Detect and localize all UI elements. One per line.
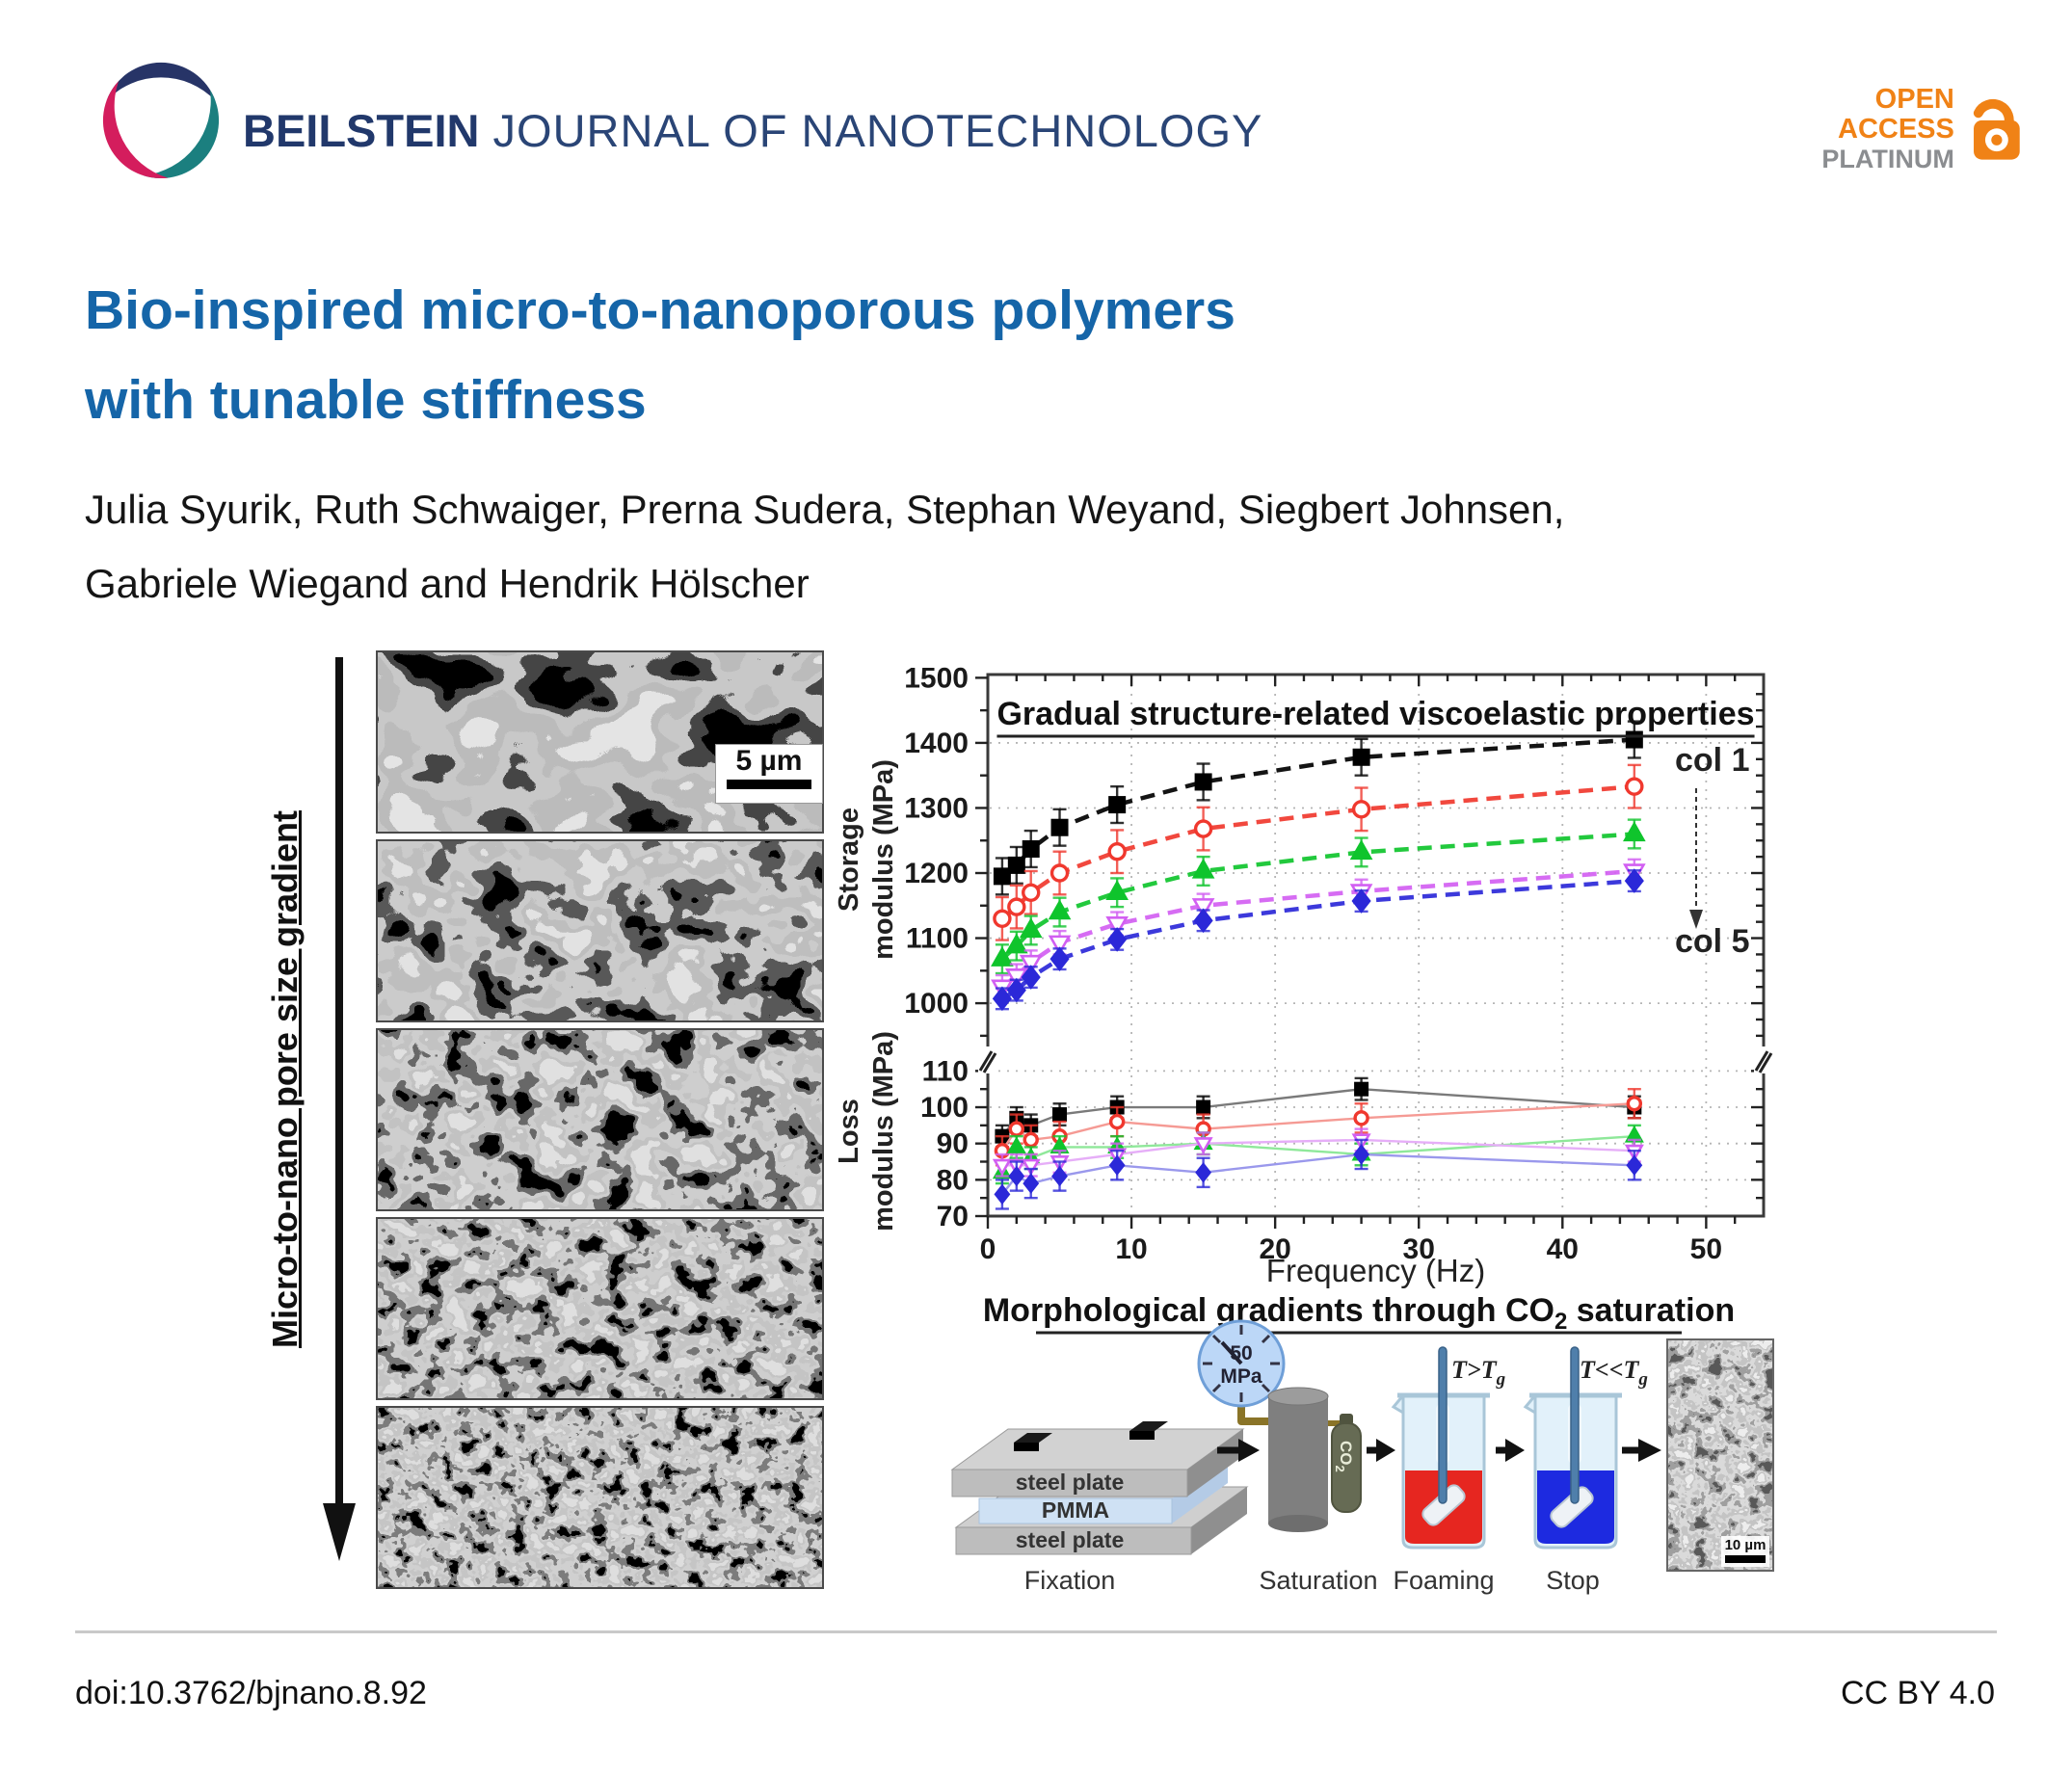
authors-line2: Gabriele Wiegand and Hendrik Hölscher xyxy=(85,561,810,606)
svg-text:70: 70 xyxy=(937,1201,969,1232)
badge-access-label: ACCESS xyxy=(1838,114,1954,145)
thermometer-icon xyxy=(1570,1346,1580,1504)
svg-text:30: 30 xyxy=(1403,1233,1435,1265)
svg-text:100: 100 xyxy=(920,1092,969,1124)
badge-platinum-label: PLATINUM xyxy=(1821,145,1954,173)
step-label-stop: Stop xyxy=(1546,1566,1600,1595)
step-label-fixation: Fixation xyxy=(1024,1566,1116,1595)
scalebar-10um-label: 10 µm xyxy=(1725,1537,1767,1553)
sem-image-3 xyxy=(376,1028,824,1211)
license-text: CC BY 4.0 xyxy=(1840,1675,1995,1711)
journal-name-bold: BEILSTEIN xyxy=(243,105,480,156)
pipe-icon xyxy=(1237,1404,1272,1425)
gauge-pressure-unit: MPa xyxy=(1220,1365,1262,1388)
scalebar-5um-bar xyxy=(727,780,811,789)
badge-open-label: OPEN xyxy=(1874,84,1954,115)
process-arrow-icon-2 xyxy=(1367,1439,1395,1462)
svg-text:10: 10 xyxy=(1115,1233,1147,1265)
fixation-stack: steel plate PMMA steel plate xyxy=(950,1421,1249,1555)
sem-image-2 xyxy=(376,839,824,1022)
authors: Julia Syurik, Ruth Schwaiger, Prerna Sud… xyxy=(85,472,1564,621)
process-arrow-icon-3 xyxy=(1496,1439,1525,1462)
saturation-group: 50 MPa CO2 xyxy=(1197,1319,1362,1532)
storage-ylabel-2: modulus (MPa) xyxy=(868,759,899,960)
loss-ylabel-1: Loss xyxy=(834,1099,864,1164)
svg-text:1500: 1500 xyxy=(904,662,969,694)
svg-text:20: 20 xyxy=(1259,1233,1290,1265)
scalebar-5um-label: 5 µm xyxy=(735,745,803,777)
co2-bottle-icon: CO2 xyxy=(1331,1414,1362,1513)
stop-beaker: T<<Tg xyxy=(1523,1346,1648,1550)
pmma-sample-icon xyxy=(1550,1486,1594,1528)
sem-image-5 xyxy=(376,1406,824,1589)
page-title-line1: Bio-inspired micro-to-nanoporous polymer… xyxy=(85,279,1235,341)
chart-title: Gradual structure-related viscoelastic p… xyxy=(996,696,1754,732)
pmma-label: PMMA xyxy=(1042,1497,1109,1523)
svg-text:40: 40 xyxy=(1547,1233,1579,1265)
x-axis-label: Frequency (Hz) xyxy=(1266,1253,1485,1288)
process-arrow-icon-4 xyxy=(1622,1439,1661,1462)
beaker-spout xyxy=(1523,1394,1537,1415)
doi-text: doi:10.3762/bjnano.8.92 xyxy=(75,1675,427,1711)
scalebar-5um: 5 µm xyxy=(715,744,823,804)
svg-text:1200: 1200 xyxy=(904,858,969,889)
result-sem-image: 10 µm xyxy=(1666,1338,1774,1572)
page-title: Bio-inspired micro-to-nanoporous polymer… xyxy=(85,266,1235,445)
steel-plate-top-label: steel plate xyxy=(1016,1470,1125,1495)
step-label-saturation: Saturation xyxy=(1259,1566,1377,1595)
co2-bottle-label: CO2 xyxy=(1333,1441,1355,1472)
svg-text:90: 90 xyxy=(937,1128,969,1160)
stop-temperature-label: T<<Tg xyxy=(1580,1356,1648,1390)
svg-text:110: 110 xyxy=(922,1055,969,1087)
open-lock-icon xyxy=(1973,99,2020,160)
tick-labels: 0 10 20 30 40 50 1000 1100 1200 1300 1400 1500 70 80 9… xyxy=(904,662,1722,1265)
svg-text:0: 0 xyxy=(980,1233,996,1265)
svg-text:1000: 1000 xyxy=(904,988,969,1020)
foaming-temperature-label: T>Tg xyxy=(1451,1356,1505,1390)
gradient-arrow-icon xyxy=(323,657,356,1561)
step-label-foaming: Foaming xyxy=(1393,1566,1494,1595)
legend-col1: col 1 xyxy=(1675,742,1749,779)
process-title: Morphological gradients through CO2 satu… xyxy=(983,1292,1735,1335)
beaker-spout xyxy=(1391,1394,1405,1415)
svg-text:1300: 1300 xyxy=(904,792,969,824)
sem-image-1 xyxy=(376,650,824,834)
gauge-pressure-value: 50 xyxy=(1230,1342,1252,1364)
loss-ylabel-2: modulus (MPa) xyxy=(868,1031,899,1232)
page-title-line2: with tunable stiffness xyxy=(85,369,647,431)
steel-plate-bottom-label: steel plate xyxy=(1016,1527,1125,1552)
pressure-gauge-icon: 50 MPa xyxy=(1197,1319,1286,1408)
scalebar-10um-bar xyxy=(1725,1555,1766,1563)
axis-ticks xyxy=(975,675,1764,1229)
viscoelastic-chart: 0 10 20 30 40 50 1000 1100 1200 1300 1400 1500 70 80 9… xyxy=(834,662,1773,1288)
authors-line1: Julia Syurik, Ruth Schwaiger, Prerna Sud… xyxy=(85,487,1565,532)
svg-text:1100: 1100 xyxy=(906,923,969,955)
sem-image-4 xyxy=(376,1217,824,1400)
journal-name-rest: JOURNAL OF NANOTECHNOLOGY xyxy=(479,105,1263,156)
foaming-beaker: T>Tg xyxy=(1391,1346,1505,1550)
process-arrow-icon-1 xyxy=(1217,1439,1260,1462)
loss-series xyxy=(992,1076,1644,1210)
storage-series xyxy=(991,720,1646,1012)
pmma-sample-icon xyxy=(1421,1484,1466,1526)
svg-text:1400: 1400 xyxy=(904,728,969,759)
open-access-badge: OPEN ACCESS PLATINUM xyxy=(1804,67,2028,191)
footer-divider xyxy=(75,1630,1997,1633)
svg-text:50: 50 xyxy=(1690,1233,1722,1265)
journal-name: BEILSTEIN JOURNAL OF NANOTECHNOLOGY xyxy=(243,104,1262,157)
beilstein-logo-icon xyxy=(102,62,220,179)
svg-text:80: 80 xyxy=(937,1164,969,1196)
pore-gradient-label: Micro-to-nano pore size gradient xyxy=(265,809,305,1349)
storage-ylabel-1: Storage xyxy=(834,808,864,912)
thermometer-icon xyxy=(1438,1346,1448,1504)
legend-col5: col 5 xyxy=(1675,923,1749,960)
clamp-icon xyxy=(1014,1421,1168,1451)
autoclave-cylinder-icon xyxy=(1267,1387,1329,1532)
process-diagram: Morphological gradients through CO2 satu… xyxy=(950,1292,1774,1595)
plot-frame xyxy=(986,673,1766,1218)
